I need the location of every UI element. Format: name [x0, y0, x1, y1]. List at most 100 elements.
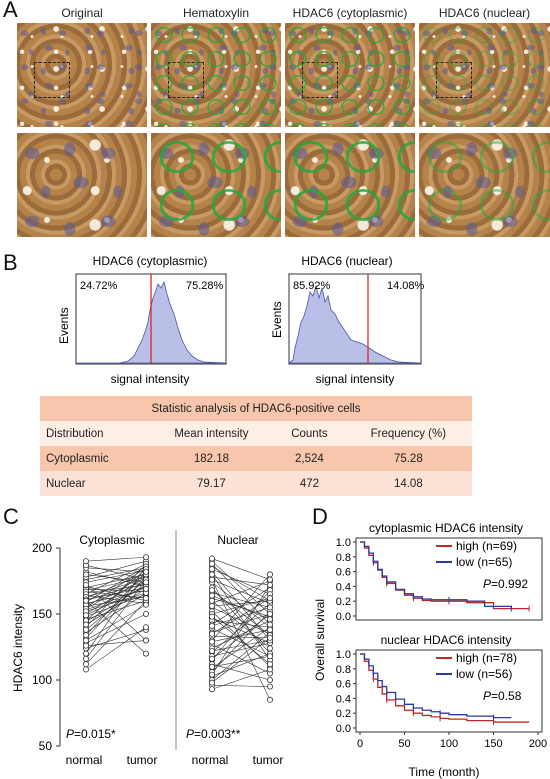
micrograph-original-overview	[17, 23, 147, 127]
normal-point	[208, 571, 215, 578]
y-tick-label: 1.0	[336, 649, 351, 661]
normal-point	[83, 558, 90, 565]
tumor-point	[142, 579, 149, 586]
panel-b-letter: B	[3, 250, 18, 275]
subplot-title-nuclear: Nuclear	[217, 533, 258, 547]
normal-point	[83, 655, 90, 662]
pair-line	[211, 637, 271, 683]
normal-point	[208, 613, 215, 620]
y-tick-label: 0.6	[336, 679, 351, 691]
pair-line	[85, 586, 147, 616]
p-value-letter: P	[66, 727, 74, 741]
y-tick-label: 0.6	[336, 567, 351, 579]
normal-point	[83, 581, 90, 588]
right-percent: 75.28%	[186, 280, 224, 292]
pair-line	[85, 604, 147, 641]
panel-c-letter: C	[3, 504, 19, 529]
p-value: P=0.992	[483, 577, 528, 591]
tumor-point	[142, 595, 149, 602]
y-tick-label: 0.2	[336, 596, 351, 608]
p-value-letter: P	[186, 727, 194, 741]
table-cell: 182.18	[148, 446, 275, 471]
normal-point	[208, 679, 215, 686]
x-axis-label: Time (month)	[409, 765, 480, 779]
pair-line	[85, 584, 147, 641]
normal-point	[208, 576, 215, 583]
normal-point	[83, 661, 90, 668]
table-cell: 472	[274, 471, 345, 496]
tumor-point	[266, 626, 273, 633]
table-header: Frequency (%)	[344, 421, 472, 446]
y-tick-label: 200	[32, 541, 52, 555]
panel-d-letter: D	[312, 504, 328, 529]
x-tick-normal: normal	[192, 753, 229, 767]
subplot-title-cytoplasmic: Cytoplasmic	[79, 533, 144, 547]
y-axis-label: Events	[270, 301, 284, 338]
y-tick-label: 0.4	[336, 693, 351, 705]
table-cell: 75.28	[344, 446, 472, 471]
normal-point	[208, 622, 215, 629]
pair-line	[85, 576, 147, 638]
table-cell: 79.17	[148, 471, 275, 496]
tumor-point	[266, 666, 273, 673]
p-value-text: =0.58	[491, 689, 522, 703]
normal-point	[208, 663, 215, 670]
pair-line	[85, 578, 147, 598]
pair-line	[211, 563, 271, 625]
normal-point	[83, 642, 90, 649]
tumor-point	[266, 581, 273, 588]
histogram-distribution	[287, 284, 422, 364]
normal-point	[83, 632, 90, 639]
pair-line	[211, 574, 271, 661]
column-title-hematoxylin: Hematoxylin	[182, 6, 250, 20]
pair-line	[85, 571, 147, 636]
table-cell: Cytoplasmic	[40, 446, 149, 471]
table-cell: Nuclear	[40, 471, 149, 496]
tumor-point	[266, 661, 273, 668]
normal-point	[83, 621, 90, 628]
micrograph-hdac6-cytoplasmic-overview	[285, 23, 415, 127]
normal-point	[208, 671, 215, 678]
pair-line	[211, 584, 271, 675]
x-tick-normal: normal	[66, 753, 103, 767]
pair-line	[85, 600, 147, 654]
pair-line	[211, 669, 271, 690]
pair-line	[211, 628, 271, 657]
x-tick-tumor: tumor	[127, 753, 158, 767]
y-tick-label: 50	[39, 739, 53, 753]
pair-line	[211, 613, 271, 660]
normal-point	[208, 630, 215, 637]
pair-line	[85, 574, 147, 588]
tumor-point	[142, 611, 149, 618]
x-tick-label: 150	[484, 738, 502, 750]
survival-curves: Overall survival cytoplasmic HDAC6 inten…	[313, 521, 547, 779]
tumor-point	[266, 571, 273, 578]
pair-line	[85, 560, 147, 578]
tumor-point	[142, 568, 149, 575]
legend-label-high: high (n=78)	[456, 651, 517, 665]
pair-line	[211, 607, 271, 627]
p-value-nuclear: P=0.003**	[186, 727, 241, 741]
y-tick-label: 0.2	[336, 708, 351, 720]
normal-point	[83, 612, 90, 619]
left-percent: 24.72%	[80, 280, 118, 292]
right-percent: 14.08%	[387, 280, 425, 292]
histogram-title: HDAC6 (cytoplasmic)	[93, 254, 208, 268]
tumor-point	[142, 637, 149, 644]
micrograph-hdac6-cytoplasmic-zoom	[285, 133, 415, 237]
pair-line	[85, 579, 147, 660]
legend-label-low: low (n=65)	[456, 555, 512, 569]
tumor-point	[266, 604, 273, 611]
statistics-table: Statistic analysis of HDAC6-positive cel…	[40, 396, 472, 496]
pair-line	[211, 579, 271, 700]
p-value: P=0.58	[483, 689, 522, 703]
normal-point	[83, 571, 90, 578]
micrograph-hematoxylin-zoom	[151, 133, 281, 237]
pair-line	[211, 587, 271, 625]
pair-line	[211, 582, 271, 628]
pair-line	[85, 582, 147, 606]
tumor-point	[266, 645, 273, 652]
region-of-interest-box	[436, 62, 472, 98]
micrograph-hdac6-nuclear-zoom	[419, 133, 550, 237]
y-tick-label: 0.4	[336, 581, 351, 593]
